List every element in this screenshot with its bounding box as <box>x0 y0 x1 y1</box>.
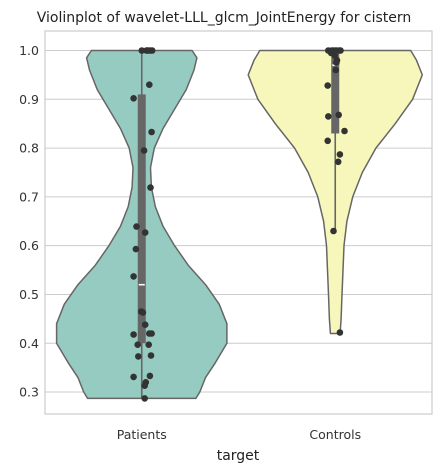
y-tick-label: 0.9 <box>19 92 39 107</box>
data-point <box>145 341 152 349</box>
x-tick-label: Controls <box>309 427 361 442</box>
y-tick-label: 0.8 <box>19 141 39 156</box>
y-tick-label: 0.7 <box>19 189 39 204</box>
data-point <box>132 245 140 253</box>
data-point <box>148 128 155 136</box>
data-point <box>324 137 332 145</box>
data-point <box>135 353 142 360</box>
iqr-box-patients <box>137 94 146 344</box>
data-point <box>335 111 343 119</box>
data-point <box>334 158 342 166</box>
x-tick-label: Patients <box>117 427 167 442</box>
data-point <box>147 352 155 359</box>
data-point <box>325 113 332 120</box>
plot-frame <box>44 30 433 415</box>
x-tick-labels: Patients Controls <box>117 427 361 442</box>
data-point <box>336 151 344 158</box>
data-point <box>133 223 140 230</box>
data-point <box>130 95 137 102</box>
y-tick-label: 1.0 <box>19 43 39 58</box>
y-tick-label: 0.6 <box>19 238 39 253</box>
data-point <box>139 309 147 316</box>
data-point <box>138 47 146 54</box>
y-tick-label: 0.3 <box>19 385 39 400</box>
data-point <box>146 81 153 88</box>
data-point <box>141 382 148 390</box>
data-point <box>341 127 348 135</box>
inner-boxes <box>137 50 340 399</box>
data-point <box>130 273 137 280</box>
chart-title: Violinplot of wavelet-LLL_glcm_JointEner… <box>37 10 412 26</box>
data-point <box>140 147 148 154</box>
data-point <box>130 331 137 338</box>
data-point <box>146 372 154 380</box>
data-point <box>141 321 149 329</box>
data-point <box>148 330 155 337</box>
data-point <box>134 341 141 349</box>
data-point <box>141 395 148 402</box>
data-point <box>148 47 156 54</box>
data-point <box>141 229 149 236</box>
y-tick-labels: 0.3 0.4 0.5 0.6 0.7 0.8 0.9 1.0 <box>19 43 39 400</box>
data-point <box>130 373 137 381</box>
data-point <box>337 47 344 54</box>
data-point <box>333 59 340 66</box>
y-tick-label: 0.4 <box>19 336 39 351</box>
data-point <box>336 329 344 336</box>
violins <box>55 49 424 400</box>
data-point <box>331 52 339 59</box>
strip-points <box>130 47 348 402</box>
data-point <box>147 184 154 191</box>
y-tick-label: 0.5 <box>19 287 39 302</box>
x-axis-label: target <box>217 448 260 464</box>
data-point <box>330 227 337 235</box>
iqr-box-controls <box>331 50 340 134</box>
data-point <box>332 66 340 74</box>
data-point <box>324 82 332 89</box>
